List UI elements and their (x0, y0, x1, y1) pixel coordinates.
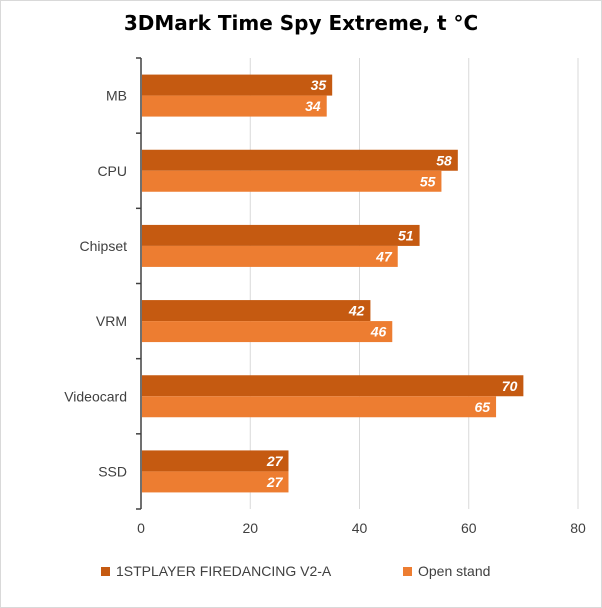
bar-chipset-series-2 (142, 245, 398, 267)
data-label-vrm-series-1: 42 (348, 303, 365, 319)
data-label-ssd-series-1: 27 (266, 453, 284, 469)
data-label-cpu-series-1: 58 (436, 152, 452, 168)
data-label-vrm-series-2: 46 (370, 324, 387, 340)
bar-videocard-series-1 (142, 375, 524, 397)
bar-chipset-series-1 (142, 224, 420, 246)
data-label-mb-series-2: 34 (305, 98, 321, 114)
x-tick-label-4: 80 (570, 520, 586, 536)
legend-label-series-1: 1STPLAYER FIREDANCING V2-A (116, 563, 332, 579)
x-tick-label-2: 40 (352, 520, 368, 536)
bar-cpu-series-2 (142, 170, 442, 192)
category-label-cpu: CPU (97, 163, 127, 179)
bar-videocard-series-2 (142, 396, 497, 418)
legend-label-series-2: Open stand (418, 563, 491, 579)
legend-item-series-2: Open stand (403, 563, 490, 579)
data-label-videocard-series-1: 70 (502, 378, 518, 394)
legend-swatch-series-1 (101, 566, 110, 576)
bar-vrm-series-1 (142, 300, 371, 322)
bar-mb-series-1 (142, 74, 333, 96)
legend-swatch-series-2 (403, 566, 412, 576)
bar-cpu-series-1 (142, 149, 458, 171)
data-label-cpu-series-2: 55 (420, 173, 436, 189)
bar-ssd-series-2 (142, 471, 289, 493)
legend-item-series-1: 1STPLAYER FIREDANCING V2-A (101, 563, 331, 579)
category-label-vrm: VRM (96, 313, 127, 329)
category-label-videocard: Videocard (64, 388, 127, 404)
x-tick-label-1: 20 (242, 520, 258, 536)
data-label-ssd-series-2: 27 (266, 474, 284, 490)
x-tick-label-3: 60 (461, 520, 477, 536)
category-label-mb: MB (106, 88, 127, 104)
data-label-chipset-series-2: 47 (375, 248, 393, 264)
category-label-ssd: SSD (98, 463, 127, 479)
data-label-chipset-series-1: 51 (398, 227, 414, 243)
bar-ssd-series-1 (142, 450, 289, 472)
x-tick-label-0: 0 (137, 520, 145, 536)
data-label-videocard-series-2: 65 (474, 399, 490, 415)
bar-vrm-series-2 (142, 321, 393, 343)
category-label-chipset: Chipset (80, 238, 128, 254)
data-label-mb-series-1: 35 (311, 77, 327, 93)
chart-title: 3DMark Time Spy Extreme, t °C (123, 11, 479, 35)
bar-mb-series-2 (142, 95, 327, 117)
